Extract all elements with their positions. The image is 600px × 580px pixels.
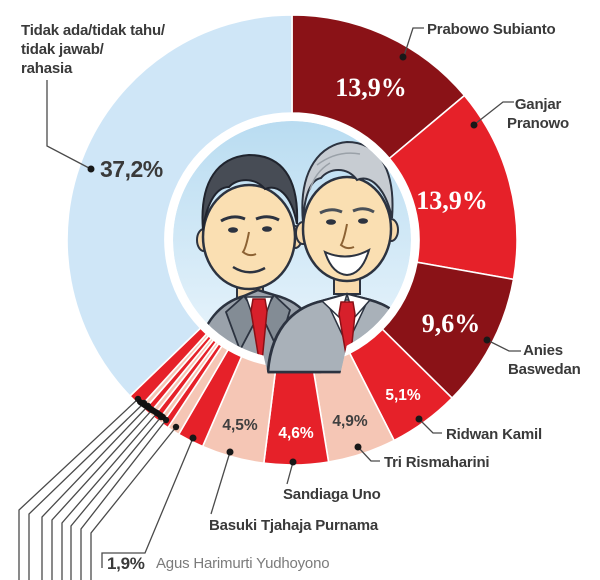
- smile: [323, 247, 371, 277]
- slice-percent-labels: 13,9% 13,9% 9,6% 5,1% 4,9% 4,6% 4,5%: [222, 73, 487, 442]
- leader-small-1: [90, 426, 177, 580]
- leader-lines: [18, 27, 521, 580]
- dot-prabowo: [399, 53, 407, 61]
- label-prabowo: Prabowo Subianto: [427, 21, 556, 38]
- label-agus: Agus Harimurti Yudhoyono: [156, 555, 330, 572]
- leader-small-5: [51, 409, 153, 580]
- dot-ganjar: [470, 121, 478, 129]
- leader-small-2: [80, 419, 167, 580]
- leader-small-4: [61, 412, 158, 580]
- label-no-answer-line1: Tidak ada/tidak tahu/: [21, 22, 165, 39]
- leader-small-7: [28, 402, 145, 580]
- donut-slices: [66, 14, 518, 466]
- leader-anies: [486, 339, 521, 352]
- red-tie-left: [250, 298, 268, 373]
- percent-ridwan: 5,1%: [385, 387, 421, 404]
- label-no-answer: Tidak ada/tidak tahu/ tidak jawab/ rahas…: [21, 21, 191, 78]
- percent-anies: 9,6%: [422, 309, 481, 338]
- percent-tri: 4,9%: [332, 413, 368, 430]
- leader-ganjar: [474, 101, 514, 125]
- label-no-answer-line2: tidak jawab/: [21, 41, 104, 58]
- percent-no-answer: 37,2%: [100, 156, 163, 182]
- leader-agus: [101, 437, 194, 568]
- leader-small-3: [70, 416, 162, 580]
- label-ridwan: Ridwan Kamil: [446, 426, 542, 443]
- percent-ganjar: 13,9%: [416, 186, 488, 215]
- leader-ridwan: [418, 418, 442, 434]
- dot-ridwan: [415, 415, 423, 423]
- dot-sandiaga: [289, 458, 297, 466]
- leader-small-8: [18, 398, 139, 580]
- percent-prabowo: 13,9%: [335, 73, 407, 102]
- percent-basuki: 4,5%: [222, 417, 258, 434]
- label-sandiaga: Sandiaga Uno: [283, 486, 381, 503]
- leader-prabowo: [403, 27, 424, 57]
- label-basuki: Basuki Tjahaja Purnama: [209, 517, 379, 534]
- dot-tri: [354, 443, 362, 451]
- dot-basuki: [226, 448, 234, 456]
- small-slices-group-marker: [137, 399, 166, 420]
- leader-small-6: [41, 405, 149, 580]
- label-tri: Tri Rismaharini: [384, 454, 490, 471]
- percent-sandiaga: 4,6%: [278, 425, 314, 442]
- dot-agus: [189, 434, 197, 442]
- label-ganjar: Ganjar Pranowo: [507, 96, 569, 132]
- leader-tri: [357, 446, 380, 462]
- label-no-answer-line3: rahasia: [21, 60, 73, 77]
- dot-no-answer: [87, 165, 95, 173]
- dot-anies: [483, 336, 491, 344]
- leader-no-answer: [46, 80, 90, 169]
- percent-agus: 1,9%: [107, 554, 145, 573]
- leader-sandiaga: [286, 461, 294, 485]
- leader-basuki: [210, 451, 231, 515]
- dot-small-1: [172, 423, 180, 431]
- label-anies: Anies Baswedan: [508, 342, 581, 378]
